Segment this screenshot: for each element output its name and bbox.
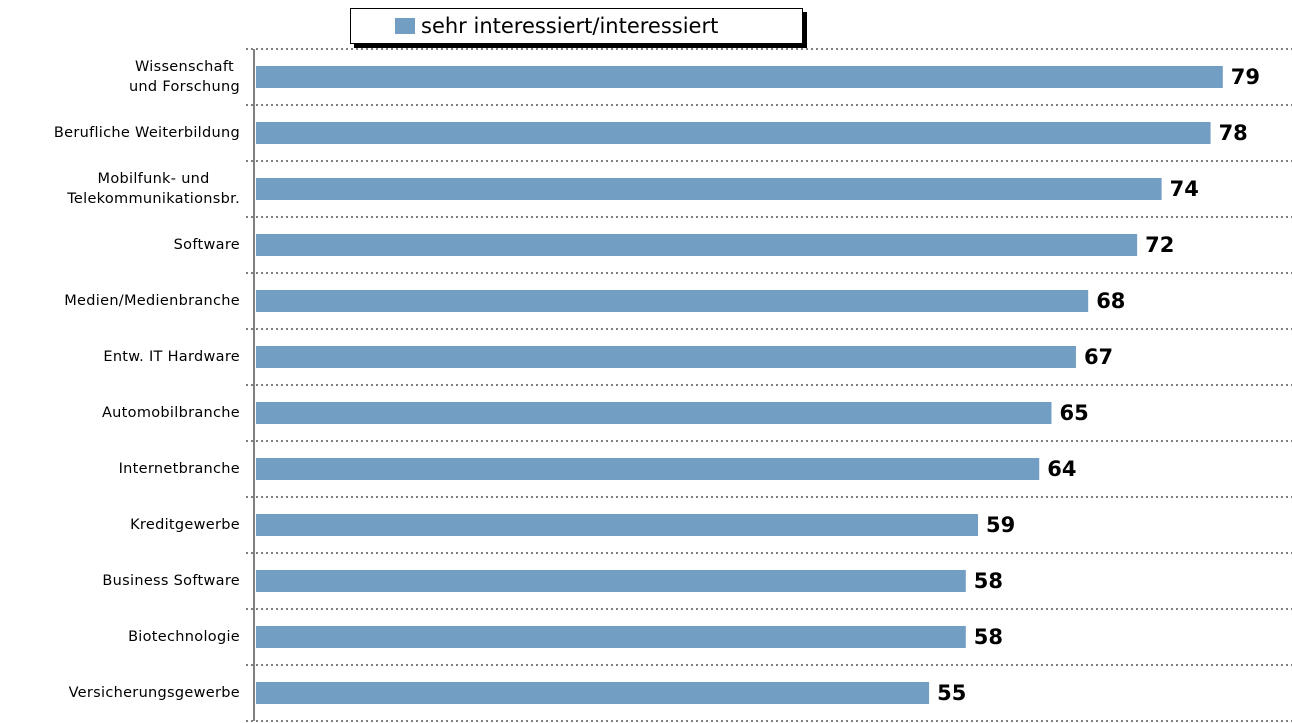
bar <box>256 178 1162 200</box>
bar <box>256 234 1138 256</box>
bar <box>256 458 1040 480</box>
bar <box>256 290 1089 312</box>
data-label: 65 <box>1059 401 1089 425</box>
y-tick-label: Entw. IT Hardware <box>103 349 240 365</box>
legend: sehr interessiert/interessiert <box>350 8 803 44</box>
data-label: 55 <box>937 681 967 705</box>
bar <box>256 66 1223 88</box>
data-label: 64 <box>1047 457 1077 481</box>
data-label: 72 <box>1145 233 1175 257</box>
y-tick-label: Software <box>173 237 240 253</box>
data-label: 68 <box>1096 289 1126 313</box>
legend-swatch <box>395 18 415 34</box>
y-tick-label: Automobilbranche <box>101 405 240 421</box>
data-label: 58 <box>973 625 1004 649</box>
bar <box>256 514 979 536</box>
y-tick-label: Mobilfunk- und Telekommunikationsbr. <box>67 171 240 207</box>
data-label: 74 <box>1169 177 1199 201</box>
legend-label: sehr interessiert/interessiert <box>421 14 719 38</box>
y-tick-label: Medien/Medienbranche <box>64 293 240 309</box>
y-tick-label: Biotechnologie <box>128 629 240 645</box>
y-tick-label: Business Software <box>102 573 240 589</box>
y-tick-label: Versicherungsgewerbe <box>68 685 240 701</box>
bar <box>256 682 930 704</box>
bar <box>256 122 1211 144</box>
y-tick-label: Internetbranche <box>118 461 240 477</box>
y-tick-label: Berufliche Weiterbildung <box>53 125 240 141</box>
bar <box>256 346 1076 368</box>
data-label: 78 <box>1218 121 1248 145</box>
bar <box>256 570 966 592</box>
data-label: 67 <box>1083 345 1114 369</box>
y-tick-label: Wissenschaft und Forschung <box>128 59 240 95</box>
data-label: 58 <box>973 569 1004 593</box>
y-tick-label: Kreditgewerbe <box>130 517 240 533</box>
data-label: 59 <box>986 513 1016 537</box>
bar <box>256 402 1052 424</box>
data-label: 79 <box>1230 65 1261 89</box>
bar <box>256 626 966 648</box>
